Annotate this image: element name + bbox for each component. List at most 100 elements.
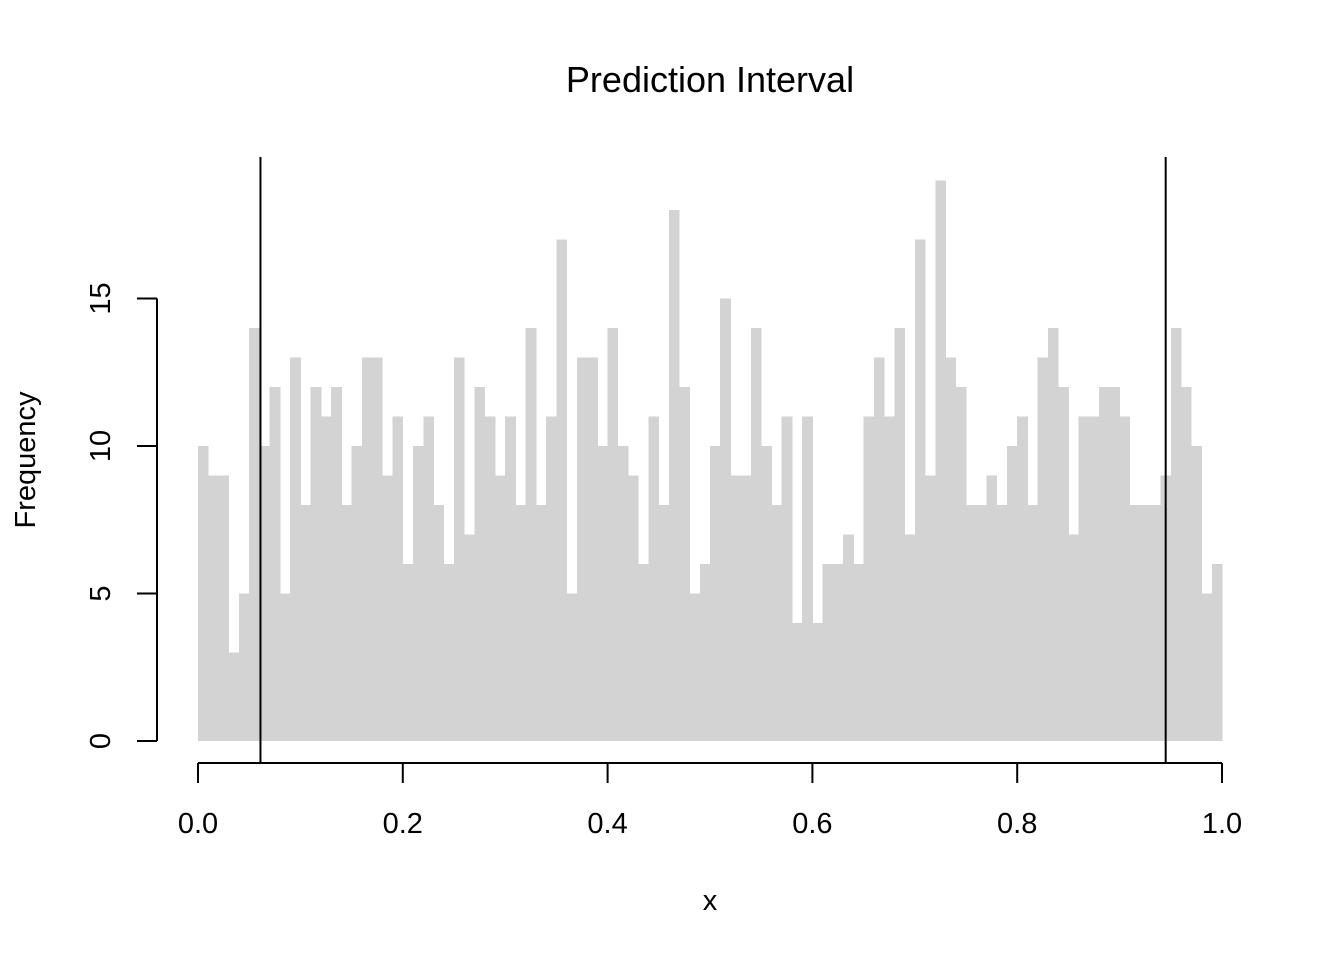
histogram-bar [402, 564, 414, 741]
histogram-bar [269, 387, 281, 741]
histogram-bar [986, 475, 998, 741]
histogram-bar [617, 446, 629, 741]
histogram-bar [812, 623, 824, 741]
y-tick-label: 15 [85, 282, 117, 314]
histogram-bar [750, 328, 762, 741]
histogram-bar [853, 564, 864, 741]
histogram-bar [433, 505, 445, 741]
histogram-bar [1058, 387, 1069, 741]
histogram-bar [556, 239, 568, 741]
histogram-bar [832, 564, 844, 741]
y-tick-label: 5 [85, 585, 117, 601]
chart-title: Prediction Interval [566, 59, 854, 100]
histogram-bar [925, 475, 936, 741]
histogram-bar [413, 446, 424, 741]
y-axis: 0 5 10 15 [85, 282, 158, 749]
histogram-bar [484, 416, 496, 741]
histogram-bar [802, 416, 813, 741]
histogram-bar [648, 416, 660, 741]
histogram-bar [423, 416, 434, 741]
histogram-bar [331, 387, 342, 741]
histogram-bar [1150, 505, 1161, 741]
histogram-bar [720, 298, 731, 741]
histogram-bar [822, 564, 834, 741]
y-tick-label: 10 [85, 430, 117, 462]
histogram-bar [1191, 446, 1202, 741]
x-tick-label: 1.0 [1202, 808, 1242, 840]
histogram-bar [443, 564, 455, 741]
histogram-bar [669, 210, 680, 741]
histogram-bar [546, 416, 557, 741]
histogram-bar [955, 387, 967, 741]
histogram-bar [730, 475, 742, 741]
histogram-bar [259, 446, 271, 741]
histogram-bar [996, 505, 1008, 741]
histogram-bar [249, 328, 260, 741]
x-tick-label: 0.6 [792, 808, 832, 840]
histogram-bar [382, 475, 393, 741]
histogram-bar [1037, 357, 1049, 741]
histogram-bar [914, 239, 926, 741]
histogram-bar [310, 387, 322, 741]
histogram-bar [474, 387, 486, 741]
histogram-bar [464, 534, 475, 741]
histogram-bar [300, 505, 312, 741]
histogram-bar [658, 505, 670, 741]
histogram-bar [535, 505, 547, 741]
histogram-bar [1017, 416, 1028, 741]
histogram-bar [1078, 416, 1090, 741]
histogram-bar [628, 475, 639, 741]
histogram-bar [1088, 416, 1100, 741]
histogram-bar [771, 505, 783, 741]
histogram-bar [290, 357, 301, 741]
histogram-bar [1099, 387, 1110, 741]
histogram-bar [1109, 387, 1120, 741]
histogram-bar [904, 534, 916, 741]
histogram-bar [218, 475, 230, 741]
histogram-bar [884, 416, 895, 741]
histogram-bar [494, 475, 506, 741]
histogram-bar [525, 328, 537, 741]
histogram-bar [945, 357, 957, 741]
histogram-bar [863, 416, 875, 741]
histogram-bar [372, 357, 383, 741]
histogram-bar [1211, 564, 1223, 741]
prediction-interval-lines [259, 157, 1167, 763]
histogram-bar [781, 416, 793, 741]
y-tick-label: 0 [85, 733, 117, 749]
histogram-bar [198, 446, 209, 741]
histogram-bar [843, 534, 854, 741]
histogram-bar [454, 357, 465, 741]
histogram-bar [689, 593, 701, 741]
histogram-bar [1119, 416, 1131, 741]
histogram-bar [1129, 505, 1141, 741]
histogram-bar [607, 328, 619, 741]
histogram-bar [1140, 505, 1151, 741]
histogram-bar [576, 357, 588, 741]
histogram-bar [710, 446, 721, 741]
y-axis-label: Frequency [10, 391, 42, 529]
histogram-bar [1201, 593, 1213, 741]
histogram-bar [279, 593, 291, 741]
histogram-bar [208, 475, 219, 741]
x-tick-label: 0.0 [178, 808, 218, 840]
histogram-bar [341, 505, 352, 741]
histogram-bar [638, 564, 649, 741]
histogram-bar [740, 475, 752, 741]
histogram-bar [1006, 446, 1018, 741]
x-axis-label: x [703, 885, 718, 917]
histogram-bar [392, 416, 404, 741]
histogram-bar [515, 505, 527, 741]
histogram-bars [198, 180, 1223, 741]
histogram-bar [791, 623, 803, 741]
histogram-bar [228, 652, 240, 741]
x-tick-label: 0.4 [587, 808, 627, 840]
histogram-bar [505, 416, 516, 741]
histogram-bar [894, 328, 905, 741]
histogram-bar [361, 357, 373, 741]
histogram-bar [761, 446, 772, 741]
histogram-bar [597, 446, 608, 741]
histogram-bar [935, 180, 946, 741]
histogram-bar [1170, 328, 1182, 741]
histogram-bar [699, 564, 711, 741]
